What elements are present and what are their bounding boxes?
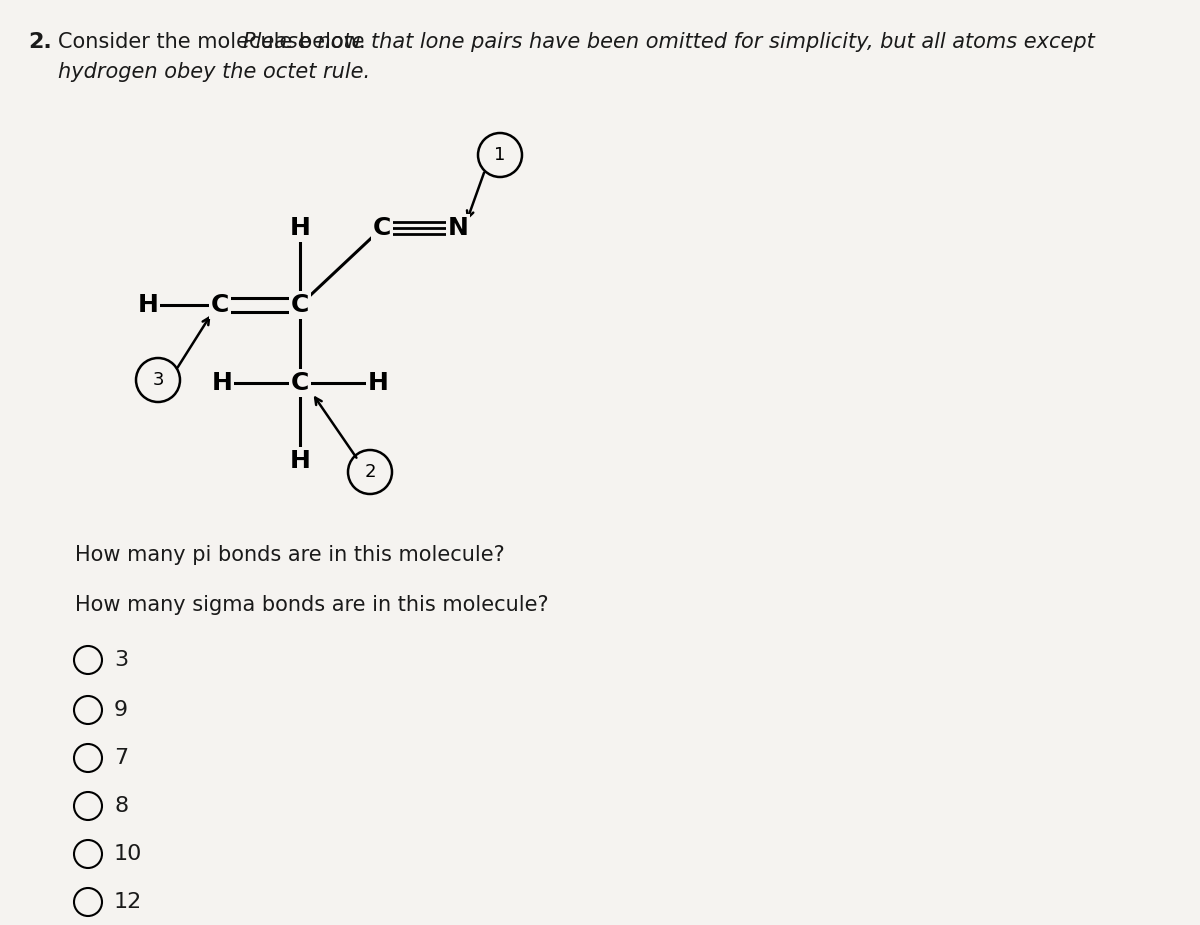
Text: 9: 9 [114, 700, 128, 720]
Text: How many sigma bonds are in this molecule?: How many sigma bonds are in this molecul… [74, 595, 548, 615]
Text: H: H [138, 293, 158, 317]
Text: H: H [289, 449, 311, 473]
Text: 1: 1 [494, 146, 505, 164]
Text: H: H [367, 371, 389, 395]
Text: N: N [448, 216, 468, 240]
Text: 10: 10 [114, 844, 143, 864]
Text: C: C [290, 293, 310, 317]
Text: 2: 2 [365, 463, 376, 481]
Text: H: H [211, 371, 233, 395]
Text: 12: 12 [114, 892, 143, 912]
Text: How many pi bonds are in this molecule?: How many pi bonds are in this molecule? [74, 545, 505, 565]
Text: hydrogen obey the octet rule.: hydrogen obey the octet rule. [58, 62, 370, 82]
Text: 3: 3 [152, 371, 163, 389]
Text: 3: 3 [114, 650, 128, 670]
Text: Please note that lone pairs have been omitted for simplicity, but all atoms exce: Please note that lone pairs have been om… [242, 32, 1094, 52]
Text: 8: 8 [114, 796, 128, 816]
Text: H: H [289, 216, 311, 240]
Text: C: C [373, 216, 391, 240]
Text: 7: 7 [114, 748, 128, 768]
Text: C: C [211, 293, 229, 317]
Text: C: C [290, 371, 310, 395]
Text: 2.: 2. [28, 32, 52, 52]
Text: Consider the molecule below.: Consider the molecule below. [58, 32, 372, 52]
